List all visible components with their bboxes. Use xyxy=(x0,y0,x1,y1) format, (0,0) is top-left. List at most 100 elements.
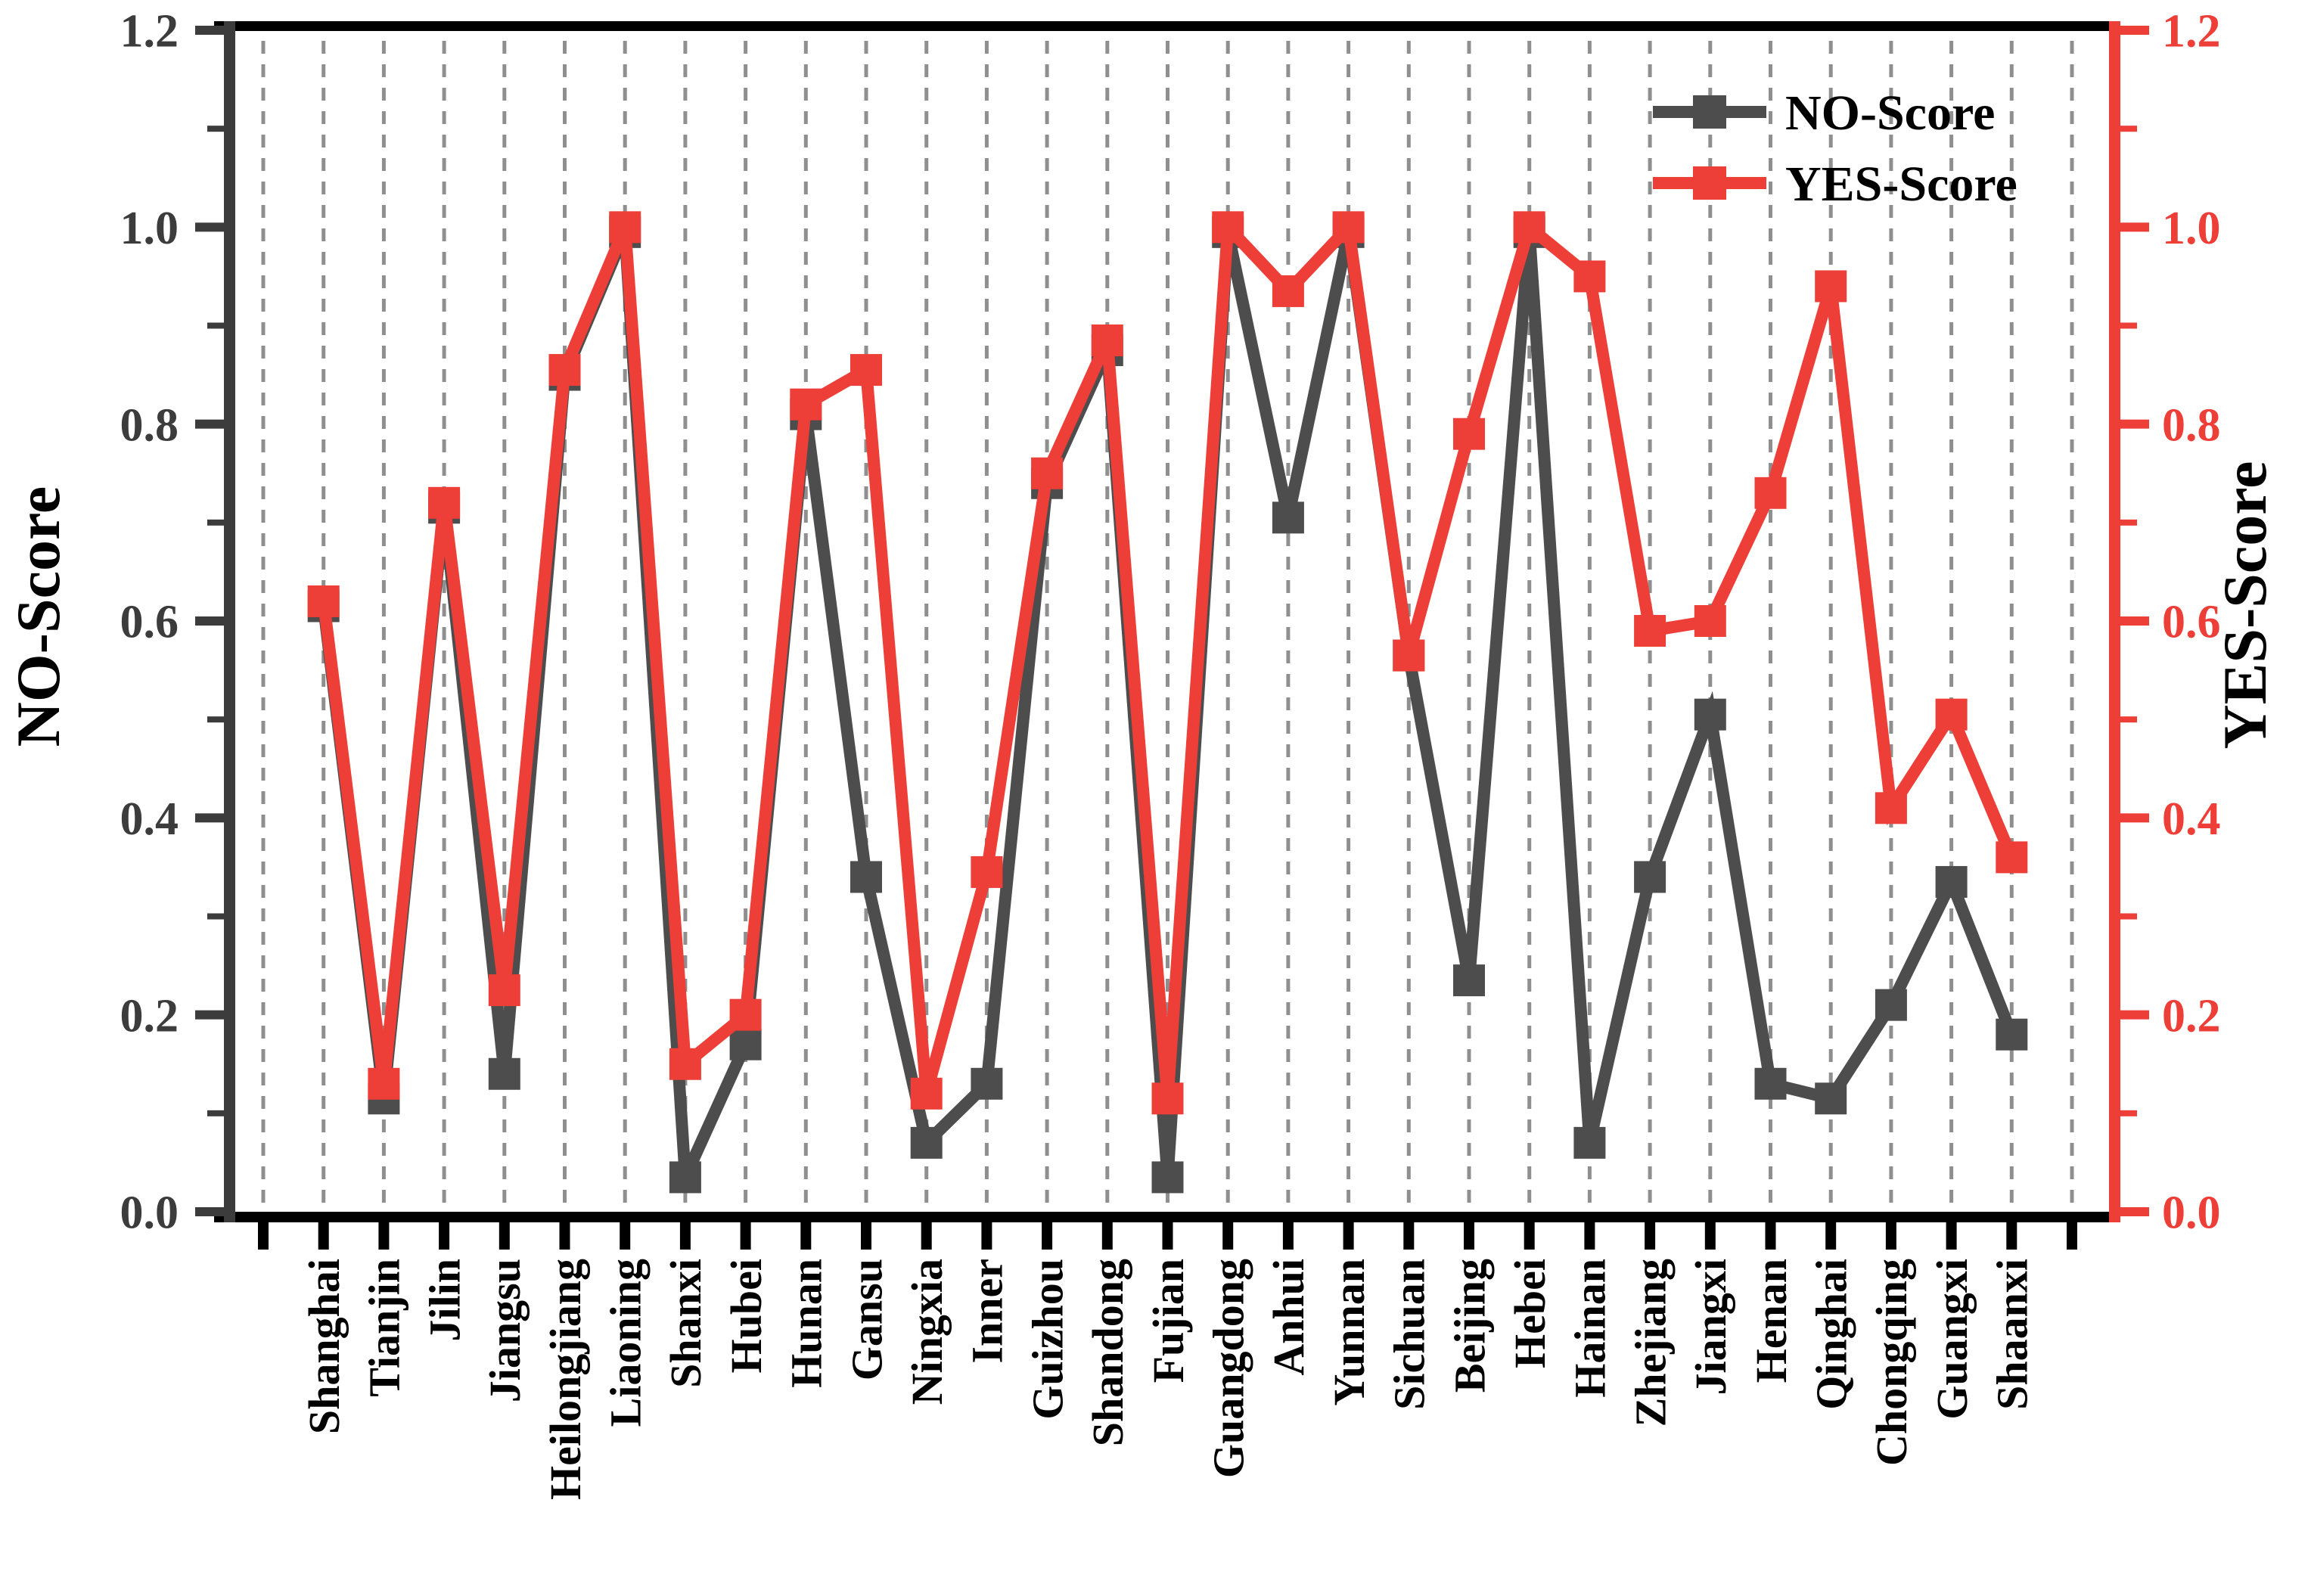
category-label: Fujian xyxy=(1144,1259,1193,1383)
data-point-marker xyxy=(1935,698,1968,731)
data-point-marker xyxy=(1815,270,1847,303)
data-point-marker xyxy=(1212,211,1244,244)
category-label: Ningxia xyxy=(902,1259,952,1405)
left-y-axis-line xyxy=(224,21,235,1222)
x-axis-tick xyxy=(921,1222,932,1250)
right-tick-label: 1.0 xyxy=(2162,203,2221,254)
right-tick-label: 0.4 xyxy=(2162,793,2221,845)
data-point-marker xyxy=(669,1161,701,1194)
legend-marker xyxy=(1693,166,1726,200)
right-minor-tick xyxy=(2120,519,2137,526)
data-point-marker xyxy=(1513,211,1545,244)
x-axis-tick xyxy=(1885,1222,1896,1250)
data-point-marker xyxy=(1091,324,1123,357)
data-point-marker xyxy=(850,354,882,387)
data-point-marker xyxy=(729,998,762,1031)
category-label: Hebei xyxy=(1505,1259,1555,1368)
legend-marker xyxy=(1693,95,1726,129)
right-major-tick xyxy=(2120,813,2149,823)
x-axis-tick xyxy=(499,1222,510,1250)
left-tick-label: 0.2 xyxy=(120,990,179,1042)
x-axis-tick xyxy=(620,1222,631,1250)
x-axis-tick xyxy=(1042,1222,1053,1250)
right-tick-label: 0.6 xyxy=(2162,597,2221,648)
data-point-marker xyxy=(428,486,461,519)
right-tick-labels: 0.0 0.2 0.4 0.6 0.8 1.0 1.2 xyxy=(2162,6,2221,1239)
left-minor-tick xyxy=(207,519,224,526)
right-minor-tick xyxy=(2120,126,2137,132)
data-point-marker xyxy=(1875,792,1907,824)
data-point-marker xyxy=(609,211,641,244)
legend-item: YES-Score xyxy=(1653,157,2017,212)
data-point-marker xyxy=(1815,1082,1847,1115)
right-tick-label: 0.8 xyxy=(2162,399,2221,451)
right-minor-tick xyxy=(2120,913,2137,920)
category-label: Henan xyxy=(1747,1259,1796,1383)
data-point-marker xyxy=(1272,501,1304,534)
left-major-tick xyxy=(195,419,224,429)
category-label: Tianjin xyxy=(360,1259,409,1397)
right-major-tick xyxy=(2120,616,2149,626)
right-minor-tick xyxy=(2120,716,2137,723)
x-axis-tick xyxy=(2067,1222,2077,1250)
left-minor-tick xyxy=(207,716,224,723)
category-label: Shanghai xyxy=(300,1259,349,1434)
category-label: Jilin xyxy=(420,1259,469,1342)
data-point-marker xyxy=(790,388,822,421)
data-point-marker xyxy=(1272,275,1304,307)
x-axis-tick xyxy=(861,1222,871,1250)
x-axis-tick xyxy=(1222,1222,1234,1250)
x-axis-tick xyxy=(1162,1222,1173,1250)
x-axis-line xyxy=(214,1212,2120,1222)
left-tick-label: 0.8 xyxy=(120,399,179,451)
x-axis-tick xyxy=(800,1222,812,1250)
right-minor-tick xyxy=(2120,1110,2137,1116)
x-axis-tick xyxy=(1524,1222,1535,1250)
category-label: Shanxi xyxy=(661,1259,710,1388)
x-axis-tick xyxy=(1825,1222,1837,1250)
data-point-marker xyxy=(548,354,581,387)
data-point-marker xyxy=(1875,989,1907,1021)
right-major-tick xyxy=(2120,419,2149,429)
axis-ticks xyxy=(195,26,2149,1250)
x-axis-tick xyxy=(2006,1222,2017,1250)
x-axis-tick xyxy=(258,1222,269,1250)
x-axis-tick xyxy=(1282,1222,1294,1250)
x-axis-tick xyxy=(1343,1222,1354,1250)
data-point-marker xyxy=(1453,418,1485,450)
x-axis-tick xyxy=(1704,1222,1716,1250)
left-minor-tick xyxy=(207,1110,224,1116)
category-label: Gansu xyxy=(842,1259,891,1380)
data-point-marker xyxy=(910,1126,943,1159)
category-label: Hubei xyxy=(722,1259,771,1374)
x-axis-tick xyxy=(318,1222,329,1250)
category-label: Guangdong xyxy=(1204,1259,1253,1478)
data-point-marker xyxy=(1996,1018,2028,1051)
data-point-marker xyxy=(1151,1161,1184,1194)
data-point-marker xyxy=(368,1067,400,1100)
category-label: Chongqing xyxy=(1867,1259,1916,1466)
data-series xyxy=(307,211,2028,1194)
left-axis-title: NO-Score xyxy=(4,486,73,747)
x-axis-tick xyxy=(740,1222,751,1250)
category-label: Sichuan xyxy=(1385,1259,1434,1410)
data-point-marker xyxy=(1634,615,1666,647)
left-major-tick xyxy=(195,813,224,823)
x-axis-tick xyxy=(1645,1222,1656,1250)
x-axis-tick xyxy=(378,1222,390,1250)
legend-label: YES-Score xyxy=(1785,157,2017,212)
left-minor-tick xyxy=(207,913,224,920)
left-major-tick xyxy=(195,1207,224,1216)
left-major-tick xyxy=(195,616,224,626)
right-minor-tick xyxy=(2120,322,2137,329)
category-label: Guizhou xyxy=(1023,1259,1072,1420)
x-axis-tick xyxy=(1765,1222,1776,1250)
category-label: Inner xyxy=(963,1259,1012,1364)
data-point-marker xyxy=(669,1048,701,1080)
x-axis-tick xyxy=(679,1222,691,1250)
left-major-tick xyxy=(195,26,224,35)
left-tick-labels: 0.0 0.2 0.4 0.6 0.8 1.0 1.2 xyxy=(120,6,179,1239)
category-labels: Shanghai Tianjin Jilin Jiangsu Heilongjiang L… xyxy=(300,1259,2037,1500)
